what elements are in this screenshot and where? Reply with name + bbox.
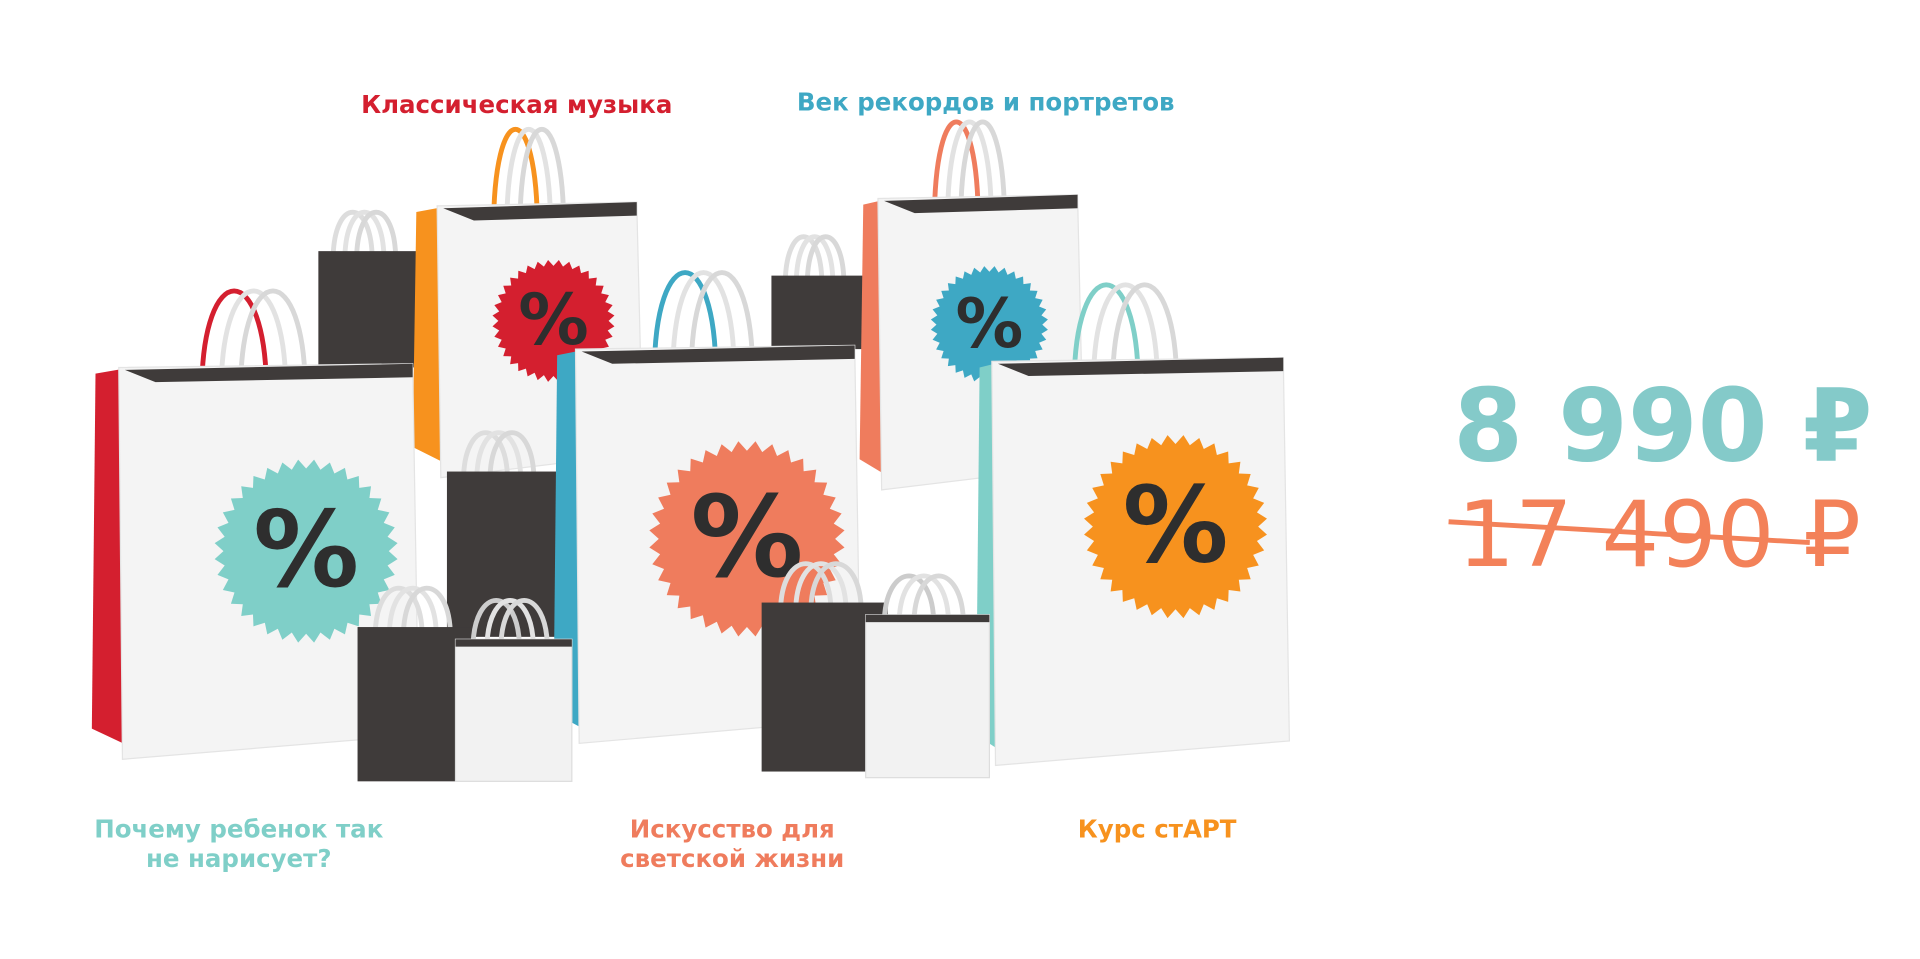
bag-top-edge — [455, 639, 572, 647]
bag-handle — [688, 270, 756, 374]
bag-handle — [498, 598, 550, 650]
bag-handle — [793, 234, 836, 286]
course-title-art-line2: светской жизни — [620, 844, 844, 873]
small-dark-bag — [318, 251, 417, 368]
bag-handle — [804, 234, 847, 286]
small-white-bag — [865, 614, 990, 779]
bag-handle — [670, 270, 737, 374]
bag-inner-top — [443, 202, 637, 221]
bag-handle — [487, 430, 537, 482]
bag-handle — [782, 234, 825, 286]
bag-top-edge — [865, 614, 990, 623]
bag-handle — [199, 288, 269, 392]
bag-handle — [911, 573, 966, 625]
bag-handle — [330, 210, 375, 261]
bag-handle — [958, 119, 1008, 223]
old-price-strikethrough — [1448, 519, 1810, 546]
bag-handle — [931, 119, 981, 223]
bag-handle — [484, 598, 536, 650]
course-title-art-line1: Искусство для — [630, 815, 835, 844]
discount-badge — [930, 266, 1048, 384]
percent-icon: % — [956, 284, 1024, 363]
discount-badge — [1084, 435, 1267, 619]
bag-handle — [945, 119, 994, 223]
bag-handle — [372, 585, 425, 637]
bag-inner-top — [581, 345, 855, 364]
shopping-bags-illustration: %%%%% — [91, 119, 1291, 782]
bag-handle — [881, 573, 937, 625]
percent-icon: % — [253, 488, 359, 611]
bag-handle — [470, 598, 522, 650]
bag-handle — [342, 210, 387, 261]
discount-badge — [214, 459, 398, 643]
bag-handle — [517, 126, 567, 231]
bag-handle — [218, 288, 289, 392]
bag-handle — [1090, 282, 1160, 386]
bag-handle — [400, 585, 453, 637]
course-title-child-line1: Почему ребенок так — [94, 815, 383, 844]
bag-handle — [461, 430, 510, 482]
small-dark-bag — [771, 275, 864, 350]
bag-handle — [793, 561, 849, 613]
bag-handle — [386, 585, 439, 637]
bag-handle — [651, 270, 719, 374]
bag-handle — [238, 288, 308, 392]
bag-handle — [354, 210, 399, 261]
course-title-child-line2: не нарисует? — [146, 844, 332, 873]
bag-handle — [504, 126, 554, 231]
course-title-records-portraits: Век рекордов и портретов — [797, 87, 1175, 116]
current-price: 8 990 ₽ — [1453, 368, 1872, 485]
bag-handle — [474, 430, 524, 482]
bag-handle — [1110, 282, 1180, 386]
percent-icon: % — [518, 279, 589, 361]
course-title-classical-music: Классическая музыка — [361, 90, 672, 119]
bag-inner-top — [124, 363, 413, 383]
bag-handle — [1071, 282, 1141, 386]
bag-handle — [808, 561, 864, 613]
discount-badge — [649, 441, 845, 637]
bag-handle — [491, 126, 540, 231]
bag-handle — [896, 573, 952, 625]
percent-icon: % — [1123, 464, 1229, 587]
course-title-start: Курс стАРТ — [1078, 815, 1237, 844]
bag-handle — [778, 561, 834, 613]
small-white-bag — [454, 638, 573, 782]
